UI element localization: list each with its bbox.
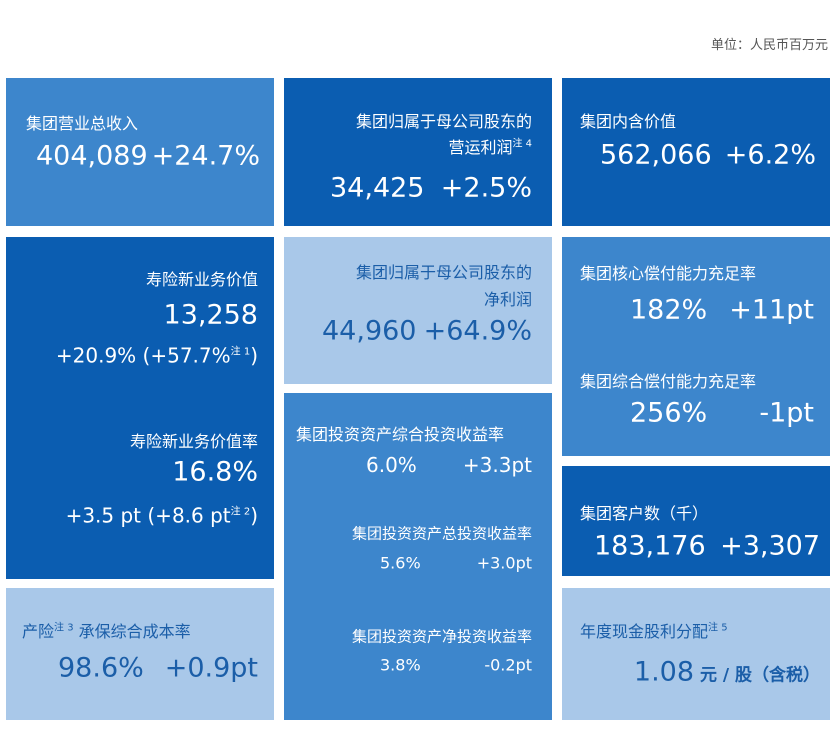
label: 营运利润注 4 bbox=[448, 134, 532, 158]
label: 集团归属于母公司股东的 bbox=[355, 263, 532, 282]
label: 营运利润 bbox=[448, 138, 513, 157]
label: 寿险新业务价值率 bbox=[129, 432, 258, 451]
value: 1.08 bbox=[633, 656, 695, 688]
value: 98.6% bbox=[58, 652, 144, 684]
tile: 寿险新业务价值 13,258 +20.9% (+57.7%注 1) 寿险新业务价… bbox=[6, 237, 274, 579]
value: 183,176 bbox=[594, 530, 706, 562]
note: 注 5 bbox=[708, 622, 728, 634]
change: +20.9% (+57.7%注 1) bbox=[55, 343, 258, 368]
change: -0.2pt bbox=[484, 655, 532, 675]
value: 182% bbox=[630, 294, 708, 326]
value: 256% bbox=[630, 397, 708, 429]
value: 34,425 bbox=[330, 172, 425, 204]
note: 注 3 bbox=[54, 622, 74, 634]
label: 集团投资资产总投资收益率 bbox=[351, 524, 532, 543]
tile: 集团内含价值 562,066 +6.2% bbox=[562, 78, 830, 226]
change: -1pt bbox=[759, 397, 814, 429]
change: +20.9% (+57.7% bbox=[55, 343, 231, 368]
tile: 集团客户数（千） 183,176 +3,307 bbox=[562, 466, 830, 576]
tile: 集团归属于母公司股东的 营运利润注 4 34,425 +2.5% bbox=[284, 78, 552, 226]
change: +0.9pt bbox=[164, 652, 258, 684]
label: 集团综合偿付能力充足率 bbox=[580, 372, 757, 391]
label: 年度现金股利分配注 5 bbox=[580, 618, 728, 642]
value: 13,258 bbox=[163, 299, 258, 331]
label: 集团核心偿付能力充足率 bbox=[580, 264, 757, 283]
change: +3.5 pt (+8.6 pt注 2) bbox=[65, 503, 258, 528]
change: +3,307 bbox=[720, 530, 820, 562]
label: 寿险新业务价值 bbox=[145, 270, 258, 289]
tile: 产险注 3 承保综合成本率 98.6% +0.9pt bbox=[6, 588, 274, 720]
change: +64.9% bbox=[423, 315, 532, 347]
value: 3.8% bbox=[380, 655, 421, 675]
label: 集团归属于母公司股东的 bbox=[355, 112, 532, 131]
change: +2.5% bbox=[440, 172, 532, 204]
tile: 集团投资资产综合投资收益率 6.0% +3.3pt 集团投资资产总投资收益率 5… bbox=[284, 393, 552, 720]
change: +6.2% bbox=[724, 139, 816, 171]
bracket: ) bbox=[250, 503, 258, 528]
label: 集团投资资产净投资收益率 bbox=[351, 627, 532, 646]
tile: 集团归属于母公司股东的 净利润 44,960 +64.9% bbox=[284, 237, 552, 384]
label: 产险注 3 承保综合成本率 bbox=[22, 618, 191, 642]
label: 承保综合成本率 bbox=[73, 622, 191, 641]
label: 净利润 bbox=[483, 290, 532, 309]
unit: 元 / 股（含税） bbox=[694, 665, 820, 686]
label: 集团内含价值 bbox=[580, 112, 677, 131]
value: 16.8% bbox=[172, 456, 258, 488]
note: 注 2 bbox=[230, 506, 251, 518]
bracket: ) bbox=[250, 343, 258, 368]
change: +3.3pt bbox=[462, 453, 532, 477]
note: 注 4 bbox=[512, 138, 532, 150]
change: +11pt bbox=[729, 294, 814, 326]
value: 562,066 bbox=[600, 139, 712, 171]
change: +3.5 pt (+8.6 pt bbox=[65, 503, 231, 528]
value: 1.08 元 / 股（含税） bbox=[634, 657, 820, 688]
tile: 集团营业总收入 404,089 +24.7% bbox=[6, 78, 274, 226]
note: 注 1 bbox=[230, 346, 251, 358]
tile: 集团核心偿付能力充足率 182% +11pt 集团综合偿付能力充足率 256% … bbox=[562, 237, 830, 456]
value: 6.0% bbox=[366, 453, 417, 477]
tile: 年度现金股利分配注 5 1.08 元 / 股（含税） bbox=[562, 588, 830, 720]
label: 集团客户数（千） bbox=[580, 504, 709, 523]
value: 404,089 bbox=[36, 140, 148, 172]
value: 5.6% bbox=[380, 553, 421, 573]
label: 年度现金股利分配 bbox=[580, 622, 709, 641]
unit-label: 单位：人民币百万元 bbox=[710, 38, 828, 53]
label: 产险 bbox=[22, 622, 55, 641]
change: +3.0pt bbox=[476, 553, 532, 573]
value: 44,960 bbox=[322, 315, 417, 347]
change: +24.7% bbox=[151, 140, 260, 172]
label: 集团营业总收入 bbox=[26, 114, 139, 133]
label: 集团投资资产综合投资收益率 bbox=[296, 425, 505, 444]
